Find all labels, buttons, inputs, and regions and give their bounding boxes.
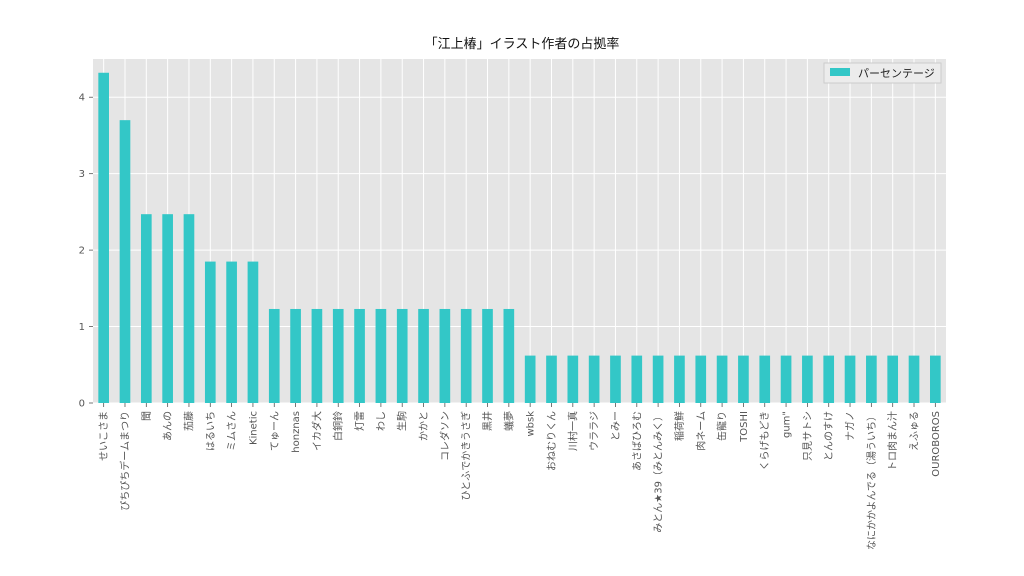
bar-series xyxy=(98,72,941,404)
bar xyxy=(652,355,664,403)
x-tick-label: かかと xyxy=(418,411,430,441)
x-tick-label: みとん★39（みとんみく） xyxy=(653,411,665,533)
bar xyxy=(460,308,472,403)
x-tick-label: 茄藤 xyxy=(182,411,195,431)
x-tick-label: ナガノ xyxy=(845,411,857,441)
bar xyxy=(311,308,323,403)
bar xyxy=(375,308,387,403)
bar xyxy=(204,261,216,403)
legend-swatch xyxy=(830,68,850,76)
bar xyxy=(674,355,685,403)
y-tick-label: 2 xyxy=(79,246,85,257)
bar xyxy=(482,308,493,403)
x-tick-label: ひとふでかきうさぎ xyxy=(460,411,473,501)
x-tick-label: あさばひろむ xyxy=(631,411,643,471)
bar xyxy=(332,308,344,403)
bar xyxy=(695,355,707,403)
bar xyxy=(610,355,621,403)
x-tick-label: 只見サトシ xyxy=(802,411,814,461)
x-tick-label: トロ肉まん汁 xyxy=(886,411,899,471)
bar xyxy=(418,308,429,403)
bar xyxy=(354,308,365,403)
legend-box xyxy=(823,62,942,84)
y-tick-label: 1 xyxy=(79,322,85,333)
x-tick-label: 聞 xyxy=(141,411,153,421)
bar xyxy=(119,120,131,404)
x-tick-label: Kinetic xyxy=(248,411,259,445)
bar xyxy=(908,355,920,403)
x-tick-label: えふゅる xyxy=(909,411,921,451)
x-tick-label: おねむりくん xyxy=(546,411,558,471)
bar xyxy=(247,261,259,403)
x-tick-label: ぴちぴちデームまつり xyxy=(118,411,131,511)
x-tick-label: TOSHI xyxy=(739,411,750,443)
bar xyxy=(268,308,280,403)
bar xyxy=(439,308,451,403)
x-tick-label: はるいち xyxy=(205,411,217,451)
y-tick-label: 4 xyxy=(79,93,85,104)
y-tick-label: 3 xyxy=(79,169,85,180)
legend-label: パーセンテージ xyxy=(858,67,935,80)
bar xyxy=(588,355,600,403)
x-tick-label: honznas xyxy=(291,411,302,453)
x-tick-label: コレダソン xyxy=(438,411,451,461)
bar xyxy=(844,355,856,403)
bar xyxy=(823,355,835,403)
bar xyxy=(716,355,728,403)
bar xyxy=(162,214,173,403)
bar xyxy=(546,355,557,403)
bar xyxy=(780,355,792,403)
x-tick-label: OUROBOROS xyxy=(931,411,942,477)
x-tick-label: ミムさん xyxy=(226,411,238,451)
y-tick-label: 0 xyxy=(79,399,85,410)
x-tick-label: 川村一真 xyxy=(566,411,579,451)
bar xyxy=(866,355,877,403)
x-tick-label: 黒井 xyxy=(481,411,494,431)
x-tick-label: wbsk xyxy=(526,411,537,437)
bar xyxy=(567,355,579,403)
x-tick-label: ウララジ xyxy=(589,411,601,451)
x-tick-label: てゅーん xyxy=(269,411,281,451)
x-axis: せいこさま ぴちぴちデームまつり聞あんの 茄藤 はるいち ミムさん Kinetic てゅーん… xyxy=(98,403,942,550)
bar xyxy=(802,355,813,403)
bar xyxy=(759,355,771,403)
x-tick-label: 缶龍り xyxy=(716,411,729,441)
bar xyxy=(887,355,899,403)
x-tick-label: あんの xyxy=(162,411,174,441)
legend: パーセンテージ xyxy=(823,62,942,84)
bar xyxy=(290,308,301,403)
x-tick-label: 蟻夢 xyxy=(502,411,515,431)
bar xyxy=(140,214,152,403)
x-tick-label: とみー xyxy=(610,411,622,441)
x-tick-label: くらげもどき xyxy=(759,411,771,471)
bar xyxy=(98,72,109,403)
bar xyxy=(631,355,643,403)
bar xyxy=(738,355,749,403)
x-tick-label: 肉ネーム xyxy=(694,411,707,451)
x-tick-label: せいこさま xyxy=(98,411,110,461)
x-tick-label: わし xyxy=(375,411,387,431)
x-tick-label: 生駒 xyxy=(396,411,409,431)
bar xyxy=(396,308,408,403)
x-tick-label: 灯雷 xyxy=(354,411,366,431)
bar xyxy=(503,308,515,403)
chart-title: 「江上椿」イラスト作者の占拠率 xyxy=(425,36,620,52)
x-tick-label: gum" xyxy=(782,411,793,438)
x-tick-label: なにかかよんでる（湯ういち） xyxy=(865,411,878,550)
x-tick-label: イカダ大 xyxy=(310,411,323,451)
x-tick-label: とんのすけ xyxy=(823,411,835,461)
bar xyxy=(183,214,195,403)
x-tick-label: 白銅鈴 xyxy=(332,411,345,441)
x-tick-label: 稲荷鮮 xyxy=(673,411,686,441)
plot-area xyxy=(93,59,946,403)
y-axis: 0 1 2 3 4 xyxy=(79,93,93,410)
bar xyxy=(930,355,941,403)
bar xyxy=(226,261,237,403)
bar xyxy=(524,355,536,403)
